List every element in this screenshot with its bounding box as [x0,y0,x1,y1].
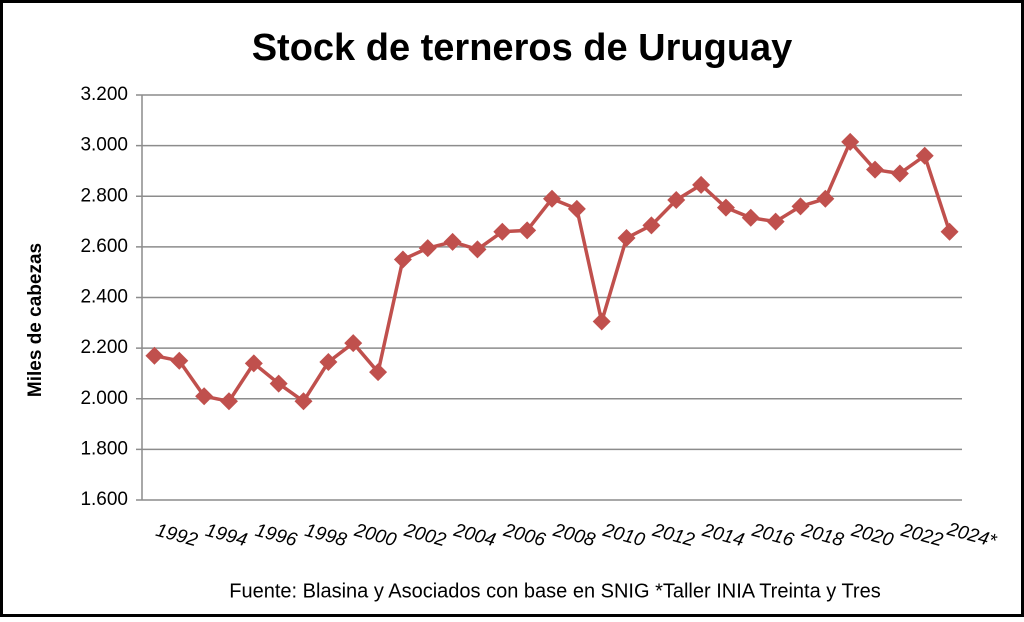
marker [418,239,437,258]
y-tick-label: 2.200 [80,337,128,358]
y-axis-title: Miles de cabezas [25,243,46,397]
marker [940,222,959,241]
marker [791,197,810,216]
marker [493,222,512,241]
marker [269,374,288,393]
marker [468,240,487,259]
y-tick-label: 1.600 [80,489,128,510]
marker [890,164,909,183]
y-tick-label: 3.000 [80,135,128,156]
marker [244,354,263,373]
y-tick-label: 2.600 [80,236,128,257]
marker [219,392,238,411]
marker [567,199,586,218]
marker [195,387,214,406]
chart-title: Stock de terneros de Uruguay [252,27,793,69]
marker [592,312,611,331]
marker [319,353,338,372]
y-tick-label: 2.000 [80,388,128,409]
marker [617,229,636,248]
marker [866,160,885,179]
marker [642,216,661,235]
marker [716,198,735,217]
marker [816,189,835,208]
marker [667,191,686,210]
y-tick-label: 3.200 [80,84,128,105]
marker [170,351,189,370]
marker [294,392,313,411]
marker [915,146,934,165]
marker [518,221,537,240]
marker [741,208,760,227]
source-note: Fuente: Blasina y Asociados con base en … [229,580,880,602]
y-tick-label: 2.400 [80,287,128,308]
marker [841,132,860,151]
marker [369,363,388,382]
marker [145,346,164,365]
marker [344,334,363,353]
y-tick-label: 1.800 [80,438,128,459]
marker [393,250,412,269]
marker [692,175,711,194]
y-tick-label: 2.800 [80,185,128,206]
marker [443,232,462,251]
marker [543,189,561,208]
marker [766,212,785,231]
